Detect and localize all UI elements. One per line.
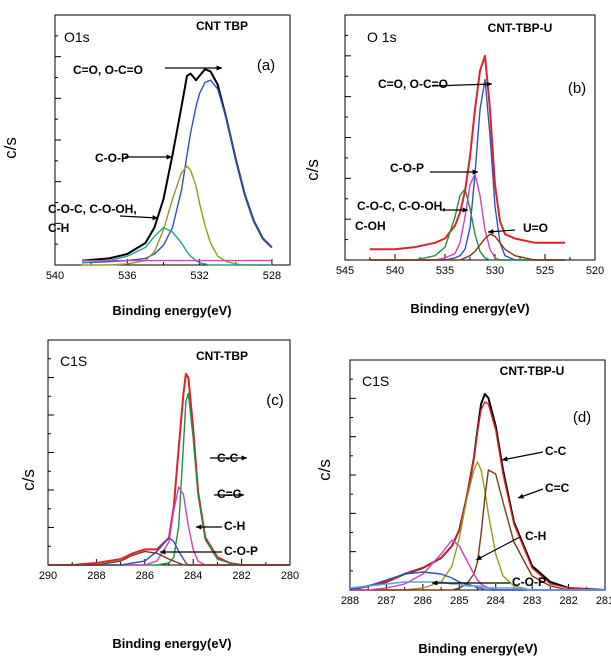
series-line-teal (82, 226, 272, 266)
y-axis-label: c/s (315, 459, 334, 481)
x-tick-label: 285 (450, 595, 468, 607)
x-tick-label: 282 (559, 595, 577, 607)
peak-annotation: C-H (48, 221, 69, 235)
annotation-arrow (501, 451, 544, 461)
x-tick-label: 530 (486, 265, 504, 277)
x-tick-label: 525 (536, 265, 554, 277)
x-tick-label: 282 (232, 570, 250, 582)
peak-annotation: C-H (224, 519, 245, 533)
arrow-head (462, 207, 468, 213)
arrow-head (502, 456, 508, 462)
chart-panel-0: 540 536 532 528 Binding energy(eV) c/s O1s CNT … (1, 14, 291, 318)
annotation-arrow (475, 536, 521, 561)
arrow-head (216, 65, 222, 71)
arrow-head (238, 492, 244, 498)
peak-annotation: C-O-P (95, 151, 129, 165)
panel-label: (a) (257, 57, 275, 74)
x-tick-label: 284 (184, 570, 202, 582)
arrow-head (476, 555, 482, 560)
region-label: O 1s (367, 29, 397, 45)
arrow-head (486, 81, 492, 87)
x-tick-label: 280 (281, 570, 299, 582)
arrow-head (488, 228, 494, 235)
sample-label: CNT TBP (196, 19, 248, 33)
arrow-head (166, 154, 172, 160)
arrow-head (160, 549, 166, 555)
arrow-head (432, 580, 438, 586)
arrow-head (196, 524, 202, 530)
series-line-red (48, 372, 290, 566)
peak-annotation: C-O-P (224, 544, 258, 558)
x-tick-label: 281 (596, 595, 611, 607)
x-axis-label: Binding energy(eV) (410, 301, 529, 316)
x-axis-label: Binding energy(eV) (112, 636, 231, 651)
x-tick-label: 545 (336, 265, 354, 277)
arrow-head (152, 215, 158, 221)
peak-annotation: C=O, O-C=O (378, 77, 448, 91)
x-tick-label: 540 (46, 270, 64, 282)
x-tick-label: 283 (523, 595, 541, 607)
sample-label: CNT-TBP-U (500, 364, 565, 378)
series-line-magenta (370, 173, 565, 261)
chart-panel-2: 290 288 286 284 282 280 Binding energy(eV) c/s C… (19, 339, 299, 651)
x-axis-label: Binding energy(eV) (112, 303, 231, 318)
series-line-blue (82, 79, 273, 264)
x-tick-label: 540 (386, 265, 404, 277)
sample-label: CNT-TBP (196, 349, 248, 363)
x-tick-label: 528 (263, 270, 281, 282)
peak-annotation: C-C (545, 444, 567, 458)
region-label: O1s (64, 29, 90, 45)
region-label: C1S (60, 353, 87, 369)
peak-annotation: C=C (217, 487, 242, 501)
x-tick-label: 288 (87, 570, 105, 582)
region-label: C1S (362, 373, 389, 389)
arrow-head (472, 169, 478, 175)
x-tick-label: 287 (377, 595, 395, 607)
chart-panel-3: 288 287 286 285 284 283 282 281 Binding energy(e… (315, 359, 611, 656)
x-axis-label: Binding energy(eV) (418, 641, 537, 656)
plot-frame (349, 359, 606, 591)
chart-panel-1: 545 540 535 530 525 520 Binding energy(eV) c/s O… (303, 14, 604, 316)
x-tick-label: 532 (190, 270, 208, 282)
peak-annotation: C=O, O-C=O (73, 63, 143, 77)
y-axis-label: c/s (19, 469, 38, 491)
panel-label: (d) (573, 409, 591, 426)
y-axis-label: c/s (1, 137, 20, 159)
peak-annotation: U=O (523, 221, 548, 235)
peak-annotation: C-O-P (390, 161, 424, 175)
x-tick-label: 286 (136, 570, 154, 582)
panel-label: (b) (568, 80, 586, 97)
x-tick-label: 536 (118, 270, 136, 282)
arrow-head (241, 455, 247, 461)
annotation-arrow (119, 215, 159, 219)
peak-annotation: C-H (525, 529, 546, 543)
peak-annotation: C-O-C, C-O-OH, (48, 202, 137, 216)
x-tick-label: 520 (586, 265, 604, 277)
peak-annotation: C=C (545, 481, 570, 495)
arrow-head (518, 493, 524, 499)
x-tick-label: 284 (487, 595, 505, 607)
peak-annotation: C-OH (355, 219, 386, 233)
y-axis-label: c/s (303, 159, 322, 181)
x-tick-label: 286 (414, 595, 432, 607)
peak-annotation: C-O-C, C-O-OH, (357, 199, 446, 213)
sample-label: CNT-TBP-U (488, 21, 553, 35)
x-tick-label: 288 (341, 595, 359, 607)
x-tick-label: 535 (436, 265, 454, 277)
peak-annotation: C-O-P (512, 575, 546, 589)
panel-label: (c) (266, 392, 284, 409)
x-tick-label: 290 (39, 570, 57, 582)
annotation-arrow (431, 83, 493, 87)
